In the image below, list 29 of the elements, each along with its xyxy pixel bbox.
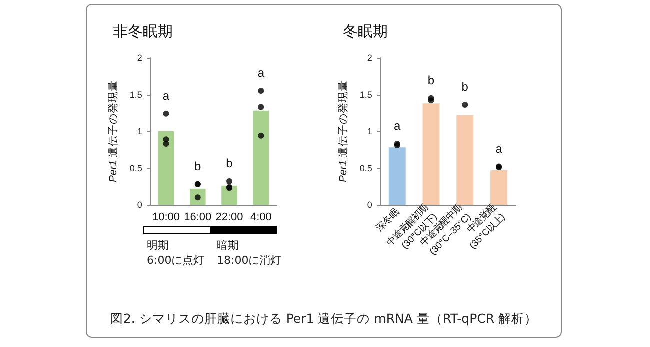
x-tick-label: 16:00: [184, 212, 212, 224]
y-tick-label: 0.5: [130, 163, 142, 174]
y-tick-label: 2: [137, 53, 142, 63]
annotation: a: [496, 142, 503, 156]
y-tick-label: 2: [367, 53, 372, 63]
y-axis-title: Per1 遺伝子の発現量: [108, 80, 120, 183]
annotation: b: [462, 80, 469, 94]
y-tick-label: 0.5: [360, 163, 372, 174]
annotation: b: [428, 73, 435, 88]
chart-title: 冬眠期: [343, 22, 388, 40]
annotation: a: [258, 66, 265, 80]
chart-title: 非冬眠期: [113, 22, 173, 40]
y-tick-label: 1: [367, 126, 372, 136]
y-tick-label: 0: [137, 200, 142, 210]
annotation: a: [162, 88, 170, 103]
caption: 図2. シマリスの肝臓における Per1 遺伝子の mRNA 量（RT-qPCR 解析）: [109, 311, 539, 328]
annotation: b: [194, 159, 202, 174]
y-tick-label: 0: [367, 200, 372, 210]
x-tick-label: 22:00: [216, 212, 244, 224]
annotation: b: [226, 156, 234, 170]
y-tick-label: 1.5: [360, 90, 372, 100]
x-tick-label: 4:00: [250, 212, 272, 224]
annotation: a: [394, 118, 402, 133]
text: 暗期 18:00に消灯: [217, 238, 282, 268]
y-axis-title: Per1 遺伝子の発現量: [338, 80, 350, 183]
text: 明期 6:00に点灯: [147, 238, 205, 268]
y-tick-label: 1: [137, 126, 142, 136]
x-tick-label: 10:00: [152, 212, 180, 224]
y-tick-label: 1.5: [130, 90, 142, 100]
